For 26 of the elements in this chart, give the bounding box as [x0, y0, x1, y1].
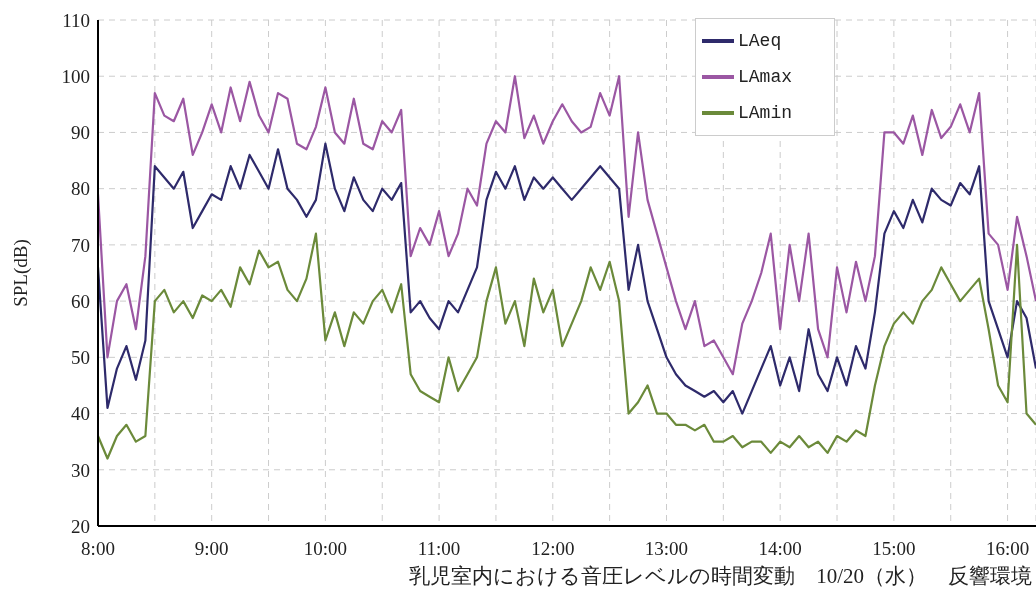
- x-tick-label: 15:00: [872, 538, 916, 560]
- y-tick-label: 50: [71, 347, 90, 369]
- legend-label: LAmax: [738, 67, 793, 87]
- legend-label: LAeq: [738, 31, 782, 51]
- x-axis-title: 乳児室内における音圧レベルの時間変動 10/20（水） 反響環境: [408, 563, 1033, 590]
- y-tick-label: 30: [71, 459, 90, 481]
- x-tick-label: 8:00: [81, 538, 115, 560]
- line-series: [98, 142, 1036, 415]
- y-axis-title: SPL(dB): [9, 239, 32, 307]
- x-tick-label: 13:00: [644, 538, 689, 560]
- y-tick-label: 60: [71, 290, 90, 312]
- x-tick-label: 16:00: [985, 538, 1030, 560]
- y-tick-label: 110: [62, 9, 90, 31]
- y-tick-label: 40: [71, 403, 90, 425]
- line-series: [98, 232, 1036, 460]
- x-tick-label: 10:00: [303, 538, 348, 560]
- x-tick-label: 9:00: [194, 538, 229, 560]
- x-tick-label: 12:00: [531, 538, 575, 560]
- legend-label: LAmin: [738, 103, 793, 123]
- x-tick-label: 14:00: [758, 538, 802, 560]
- y-tick-label: 70: [71, 234, 90, 256]
- y-tick-label: 90: [71, 122, 90, 144]
- y-tick-label: 80: [71, 178, 90, 200]
- y-tick-label: 100: [61, 65, 90, 87]
- x-tick-label: 11:00: [417, 538, 461, 560]
- y-tick-label: 20: [71, 515, 90, 537]
